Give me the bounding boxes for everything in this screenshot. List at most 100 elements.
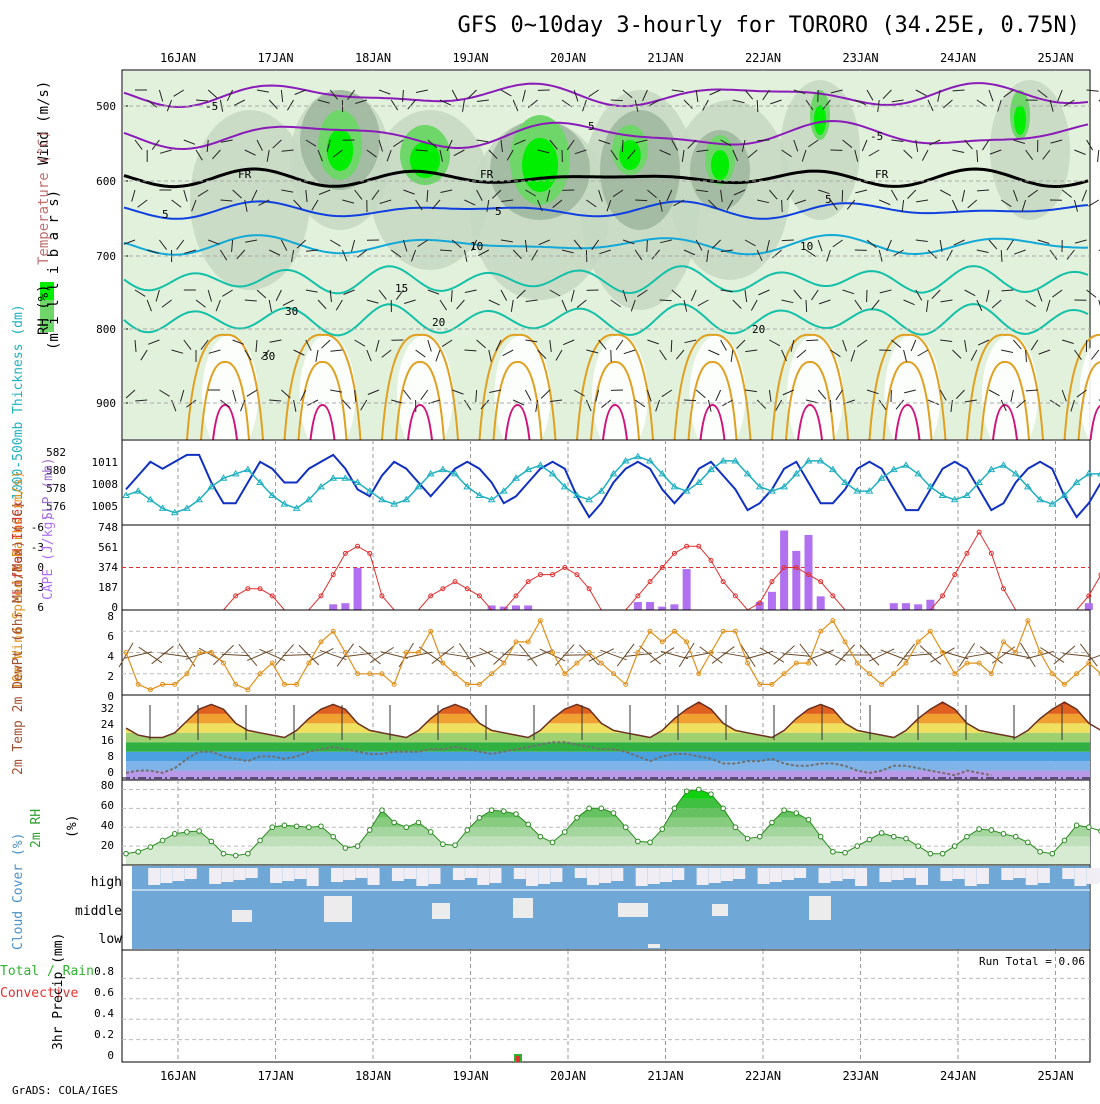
rh2m-point [721,806,726,811]
cloud-high-gap [453,868,465,880]
contour-label: FR [480,168,494,181]
rh2m-point [697,787,702,792]
slp-tick-label: 1005 [92,500,119,513]
temp-band [122,752,1090,761]
label-convective: Convective [0,986,78,1001]
temp-tick-label: 24 [101,718,115,731]
rh2m-point [1026,840,1031,845]
cape-tick-label: 374 [98,561,118,574]
cloud-high-gap [1038,868,1050,883]
rh2m-point [587,806,592,811]
rh2m-point [965,834,970,839]
date-label-bottom: 18JAN [355,1069,391,1083]
cloud-high-gap [550,868,562,882]
cape-tick-label: 187 [98,581,118,594]
cloud-high-gap [368,868,380,885]
cloud-high-gap [940,868,952,881]
cloud-high-gap [343,868,355,880]
cloud-middle-gap [809,896,831,920]
rh2m-point [794,811,799,816]
cloud-high-gap [331,868,343,882]
label-cloud-low: low [99,932,123,947]
wind-tick-label: 8 [107,610,114,623]
date-label-top: 22JAN [745,51,781,65]
label-rh2m: 2m RH [29,809,44,848]
precip-tick-label: 0 [107,1049,114,1062]
cloud-high-gap [416,868,428,886]
cloud-middle-gap [232,910,252,922]
slp-tick-label: 1008 [92,478,119,491]
rh2m-point [526,822,531,827]
rh2m-point [709,792,714,797]
temp-band [122,771,1090,780]
cloud-high-gap [538,868,550,884]
rh2m-point [989,828,994,833]
cloud-high-gap [160,868,172,883]
date-label-bottom: 22JAN [745,1069,781,1083]
cape-bar [524,605,532,610]
cloud-high-gap [782,868,794,880]
cloud-high-gap [429,868,441,884]
pressure-tick-label: 800 [96,323,116,336]
cloud-high-gap [1001,868,1013,880]
cloud-low-gap [648,944,660,948]
cloud-high-gap [294,868,306,879]
contour-label: 10 [800,240,813,253]
rh2m-point [843,850,848,855]
rh2m-point [1001,832,1006,837]
rh2m-point [514,812,519,817]
cape-bar [512,605,520,610]
chart-title: GFS 0~10day 3-hourly for TORORO (34.25E,… [457,13,1080,38]
cape-bar [792,551,800,610]
wind-barb [635,200,647,201]
cloud-high-gap [709,868,721,883]
contour-label: -5 [205,100,218,113]
wind-barb [830,400,831,412]
rh2m-point [319,824,324,829]
rh2m-point [428,830,433,835]
date-label-bottom: 19JAN [452,1069,488,1083]
cloud-high-gap [916,868,928,885]
cape-bar [890,603,898,610]
cloud-high-gap [953,868,965,879]
cloud-high-gap [270,868,282,883]
wind-tick-label: 6 [107,630,114,643]
contour-label: -5 [870,130,883,143]
wind-barb [684,400,696,401]
contour-label: 10 [470,240,483,253]
thickness-tick-label: 582 [46,446,66,459]
cloud-middle-gap [513,898,533,918]
date-label-bottom: 21JAN [647,1069,683,1083]
cloud-high-gap [794,868,806,878]
cloud-high-gap [733,868,745,879]
cape-tick-label: 561 [98,541,118,554]
cape-bar [683,569,691,610]
wind-barb [671,340,672,352]
rh2m-point [441,842,446,847]
cloud-high-gap [477,868,489,885]
rh-bright-blob [1014,105,1026,135]
date-label-top: 24JAN [940,51,976,65]
rh2m-point [1038,849,1043,854]
rh2m-point [246,851,251,856]
cloud-high-gap [904,868,916,878]
contour-label: 5 [825,193,832,206]
rh2m-point [124,851,129,856]
cloud-cover-panel [122,865,1100,950]
contour-label: 15 [395,282,408,295]
temp-tick-label: 16 [101,734,114,747]
cloud-high-gap [1026,868,1038,885]
cloud-high-gap [575,868,587,878]
rh2m-point [404,825,409,830]
cloud-high-gap [404,868,416,879]
rh2m-point [904,836,909,841]
rh2m-point [233,853,238,858]
rh2m-point [550,840,555,845]
rh2m-point [172,832,177,837]
rh2m-point [940,851,945,856]
cloud-high-gap [465,868,477,878]
cape-bar [914,604,922,610]
rh2m-point [160,838,165,843]
